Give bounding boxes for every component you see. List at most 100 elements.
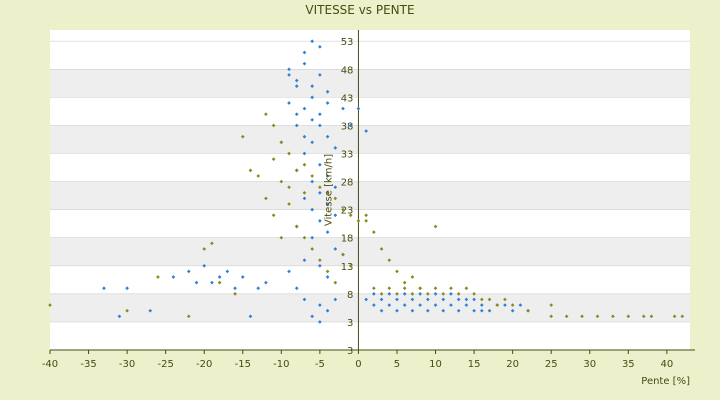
data-point-olive [302, 235, 307, 240]
data-point-blue [202, 263, 207, 268]
x-axis-label: Pente [%] [641, 376, 690, 387]
data-point-olive [325, 269, 330, 274]
data-point-blue [318, 320, 322, 324]
x-tick-label: -35 [80, 359, 96, 370]
data-point-olive [333, 196, 338, 201]
data-point-blue [310, 117, 315, 122]
data-point-olive [271, 157, 276, 161]
data-point-blue [464, 297, 469, 302]
data-point-olive [271, 213, 276, 218]
y-tick-label: 48 [341, 65, 354, 76]
y-tick-label: 28 [341, 178, 354, 189]
data-point-olive [318, 185, 322, 190]
data-point-blue [325, 202, 330, 206]
data-point-blue [310, 95, 315, 100]
y-tick-label: 3 [347, 346, 353, 357]
data-point-olive [464, 286, 469, 291]
data-point-olive [287, 151, 291, 156]
data-point-olive [433, 286, 438, 291]
data-point-olive [680, 314, 685, 319]
data-point-blue [294, 84, 299, 88]
y-tick-label: 3 [347, 318, 353, 329]
data-point-olive [356, 219, 361, 223]
data-point-olive [433, 224, 438, 229]
data-point-blue [186, 269, 191, 274]
data-point-olive [294, 224, 299, 229]
data-point-olive [302, 190, 307, 195]
data-point-blue [325, 308, 330, 313]
data-point-blue [325, 134, 330, 139]
x-tick-label: -25 [157, 359, 173, 370]
data-point-blue [379, 308, 384, 313]
data-point-olive [418, 286, 422, 291]
data-point-olive [425, 292, 430, 296]
data-point-blue [472, 297, 476, 302]
data-point-olive [580, 314, 584, 319]
data-point-blue [310, 84, 315, 88]
data-point-blue [356, 106, 361, 111]
data-point-blue [310, 235, 315, 240]
data-point-olive [410, 275, 415, 279]
data-point-blue [318, 162, 322, 167]
data-point-olive [441, 292, 446, 296]
data-point-olive [387, 286, 392, 291]
data-point-blue [248, 314, 253, 319]
data-point-blue [325, 275, 330, 279]
data-point-blue [171, 275, 176, 279]
data-point-blue [487, 308, 492, 313]
data-point-blue [503, 303, 507, 307]
data-point-blue [402, 292, 407, 296]
data-point-olive [626, 314, 631, 319]
data-point-blue [333, 213, 338, 218]
x-tick-label: 30 [583, 359, 596, 370]
data-point-olive [333, 280, 338, 285]
data-point-blue [210, 280, 214, 285]
data-point-blue [479, 308, 484, 313]
plot-band [50, 181, 690, 210]
data-point-blue [318, 303, 322, 307]
data-point-blue [441, 308, 446, 313]
data-point-olive [287, 185, 291, 190]
plot-band [50, 293, 690, 322]
data-point-olive [279, 235, 284, 240]
data-point-olive [364, 219, 368, 223]
data-point-blue [325, 89, 330, 94]
data-point-blue [325, 174, 330, 178]
data-point-olive [217, 280, 222, 285]
data-point-olive [372, 286, 376, 291]
plot-bands [50, 30, 690, 350]
data-point-olive [510, 303, 515, 307]
plot-band [50, 237, 690, 266]
data-point-blue [302, 61, 307, 66]
data-point-olive [210, 241, 214, 246]
data-point-blue [395, 308, 399, 313]
data-point-blue [333, 185, 338, 190]
y-tick-label: 53 [341, 37, 354, 48]
data-point-blue [425, 297, 430, 302]
data-point-olive [495, 303, 500, 307]
data-point-blue [449, 303, 453, 307]
data-point-olive [479, 297, 484, 302]
data-point-blue [456, 297, 461, 302]
data-point-blue [233, 286, 237, 291]
data-point-olive [395, 292, 399, 296]
data-point-blue [310, 179, 315, 184]
data-point-blue [318, 190, 322, 195]
data-point-blue [518, 303, 523, 307]
data-point-blue [441, 297, 446, 302]
data-point-blue [418, 292, 422, 296]
x-tick-marks [49, 350, 668, 354]
y-tick-label: 43 [341, 93, 354, 104]
data-point-blue [287, 67, 291, 72]
y-tick-label: 23 [341, 206, 354, 217]
data-point-olive [233, 292, 237, 296]
data-point-blue [410, 297, 415, 302]
y-axis-label: Vitesse [km/h] [323, 154, 334, 226]
data-point-blue [318, 123, 322, 128]
data-point-olive [449, 286, 453, 291]
data-point-olive [264, 112, 268, 117]
x-tick-label: 40 [661, 359, 674, 370]
data-point-olive [402, 280, 407, 285]
